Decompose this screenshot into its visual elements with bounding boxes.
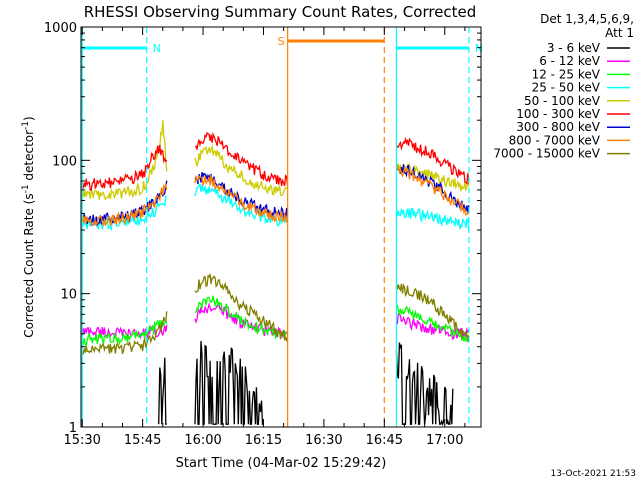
series-3-6-kev [158, 340, 454, 427]
y-axis-label-post: ) [22, 116, 36, 121]
x-tick-label: 15:30 [63, 433, 100, 448]
x-tick-label: 16:00 [184, 433, 221, 448]
y-tick-label: 100 [52, 154, 77, 169]
series-trace [194, 340, 264, 425]
series-trace [395, 163, 470, 217]
series-trace [395, 207, 470, 231]
series-trace [81, 180, 168, 227]
series-trace [81, 311, 168, 356]
y-axis-label-pre: Corrected Count Rate (s [22, 193, 36, 337]
series-trace [194, 295, 288, 340]
series-trace [81, 120, 168, 201]
y-tick-label: 10 [60, 288, 77, 303]
legend-label: 300 - 800 keV [516, 120, 600, 134]
legend-header-line-1: Det 1,3,4,5,6,9, [540, 12, 634, 26]
x-tick-label: 17:00 [426, 433, 463, 448]
x-tick-label: 15:45 [124, 433, 161, 448]
annotation-label: S [278, 35, 285, 48]
legend-label: 6 - 12 keV [539, 54, 601, 68]
series-50-100-kev [81, 120, 470, 201]
legend-label: 800 - 7000 keV [509, 133, 601, 147]
series-trace [395, 164, 470, 213]
series-trace [194, 174, 289, 224]
series-trace [158, 357, 167, 425]
series-trace [395, 304, 470, 343]
annotation-label: N [153, 42, 161, 55]
series-100-300-kev [81, 131, 470, 191]
chart-title: RHESSI Observing Summary Count Rates, Co… [84, 3, 477, 21]
series-trace [194, 144, 289, 197]
legend-label: 3 - 6 keV [547, 41, 601, 55]
legend-header-line-2: Att 1 [605, 26, 634, 40]
axis-layer: 15:30 15:45 16:00 16:15 16:30 16:45 17:00 1 10 10… [44, 21, 481, 448]
annotation-label: N [475, 42, 483, 55]
y-tick-label: 1 [69, 421, 77, 436]
legend-label: 100 - 300 keV [516, 107, 600, 121]
plot-frame [80, 26, 482, 428]
series-trace [395, 282, 470, 343]
annotation-layer: N NS [81, 27, 483, 427]
series-trace [395, 313, 470, 340]
x-tick-label: 16:45 [366, 433, 403, 448]
x-tick-label: 16:15 [245, 433, 282, 448]
x-tick-label: 16:30 [305, 433, 342, 448]
series-trace [195, 131, 289, 187]
y-axis-label: Corrected Count Rate (s-1 detector-1) [21, 116, 36, 337]
legend-label: 12 - 25 keV [532, 67, 601, 81]
y-axis-label-sup1: -1 [21, 184, 31, 193]
series-trace [395, 136, 470, 186]
series-trace [81, 144, 168, 191]
legend-label: 25 - 50 keV [532, 81, 601, 95]
series-trace [194, 273, 289, 343]
series-layer [81, 120, 470, 427]
legend-label: 50 - 100 keV [524, 94, 601, 108]
series-trace [81, 182, 168, 227]
legend-label: 7000 - 15000 keV [493, 147, 600, 161]
footer-timestamp: 13-Oct-2021 21:53 [551, 469, 636, 479]
series-trace [395, 342, 454, 427]
y-axis-label-sup2: -1 [21, 121, 31, 130]
series-7000-15000-kev [81, 273, 470, 356]
x-axis-label: Start Time (04-Mar-02 15:29:42) [176, 456, 387, 471]
series-trace [81, 318, 168, 348]
series-800-7000-kev [81, 163, 470, 227]
series-trace [194, 302, 288, 339]
y-tick-label: 1000 [44, 21, 77, 36]
series-trace [81, 195, 167, 232]
series-12-25-kev [81, 295, 470, 348]
y-axis-label-mid: detector [22, 130, 36, 185]
